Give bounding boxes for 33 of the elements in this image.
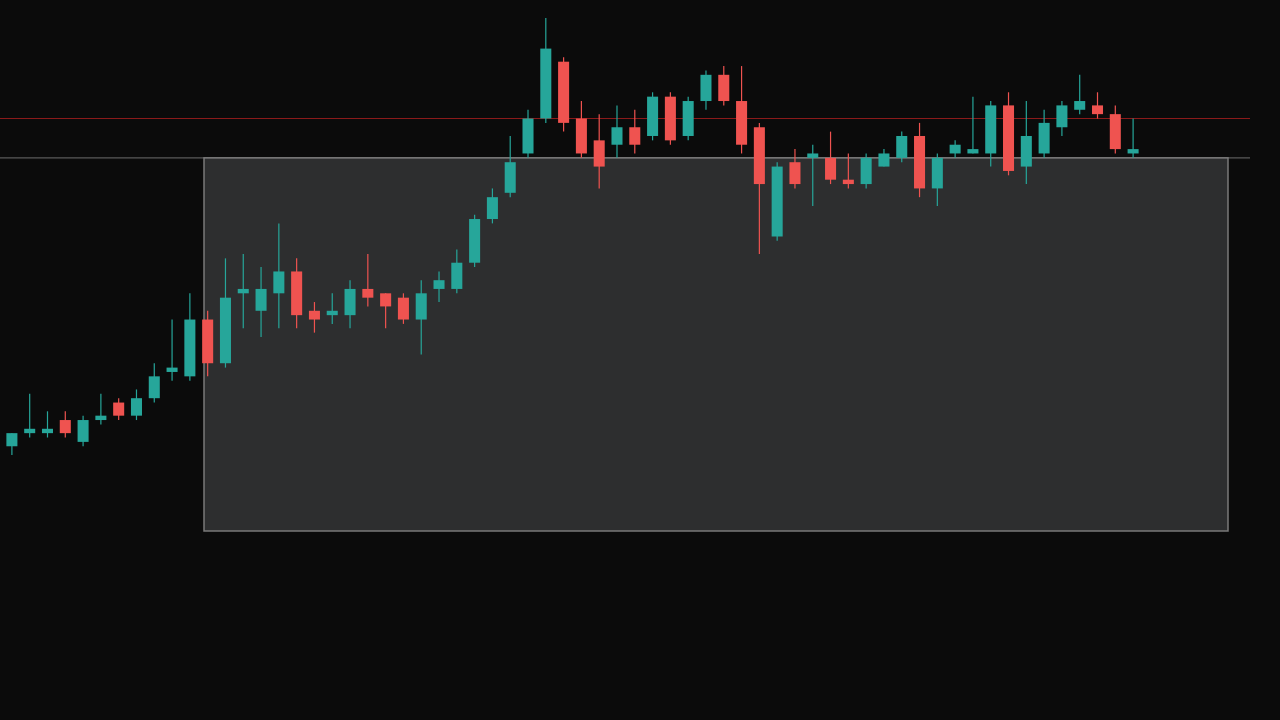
candlestick <box>1091 91 1104 120</box>
candlestick <box>842 152 854 190</box>
candlestick <box>6 432 18 456</box>
candlestick <box>629 109 641 155</box>
candlestick <box>486 187 498 224</box>
candlestick <box>949 139 961 159</box>
candlestick <box>113 397 125 421</box>
candlestick <box>1074 74 1086 115</box>
candlestick <box>130 388 142 421</box>
candlestick <box>255 266 267 338</box>
candlestick <box>308 301 320 334</box>
candlestick <box>611 104 623 159</box>
candlestick <box>807 144 819 207</box>
candlestick <box>41 410 54 439</box>
candlestick <box>896 131 908 163</box>
candlestick <box>789 148 801 190</box>
candlestick <box>397 292 409 325</box>
candlestick <box>326 292 338 325</box>
candlestick <box>237 253 249 329</box>
candlestick <box>433 270 445 303</box>
candlestick <box>148 362 160 404</box>
candlestick <box>166 318 178 382</box>
candlestick <box>59 410 71 439</box>
candlestick <box>24 393 36 439</box>
candlestick <box>1056 100 1068 137</box>
candlestick <box>1127 117 1139 159</box>
candlestick <box>273 222 285 329</box>
candlestick <box>825 131 837 185</box>
candlestick <box>380 292 392 329</box>
candlestick <box>967 96 979 155</box>
candlestick <box>95 393 107 426</box>
candlestick <box>77 415 89 447</box>
candlestick <box>362 253 374 308</box>
